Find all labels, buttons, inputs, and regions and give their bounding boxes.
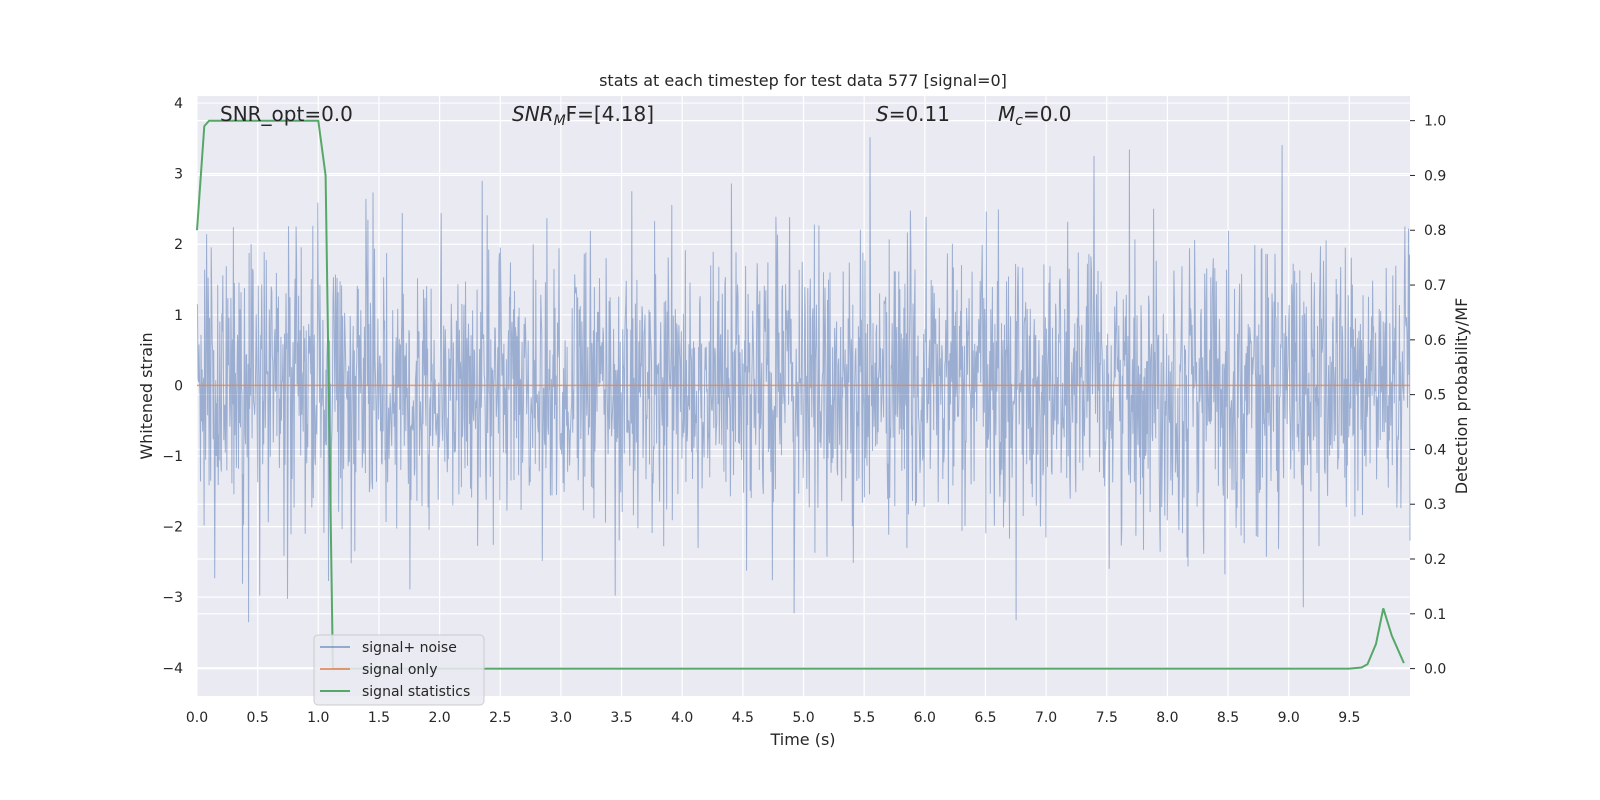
annotation-snr-mf-name: SNR [512,102,554,126]
y-left-tick-label: 1 [174,308,183,324]
annotation-snr-mf-rest: F=[4.18] [566,102,654,126]
y-right-axis-ticks: 1.0 0.9 0.8 0.7 0.6 0.5 0.4 0.3 0.2 0.1 0.0 [1410,114,1446,678]
x-tick-label: 9.5 [1338,710,1360,726]
x-tick-label: 4.0 [671,710,693,726]
y-right-tick-label: 1.0 [1424,114,1446,130]
legend-box [313,634,485,706]
y-right-tick-label: 0.0 [1424,662,1446,678]
y-right-tick-label: 0.9 [1424,168,1446,184]
y-right-tick-label: 0.5 [1424,388,1446,404]
x-tick-label: 6.0 [914,710,936,726]
annotation-mc-name: M [998,102,1015,126]
annotation-mc-rest: =0.0 [1023,102,1072,126]
annotation-s-name: S [876,102,889,126]
y-right-tick-label: 0.3 [1424,497,1446,513]
y-left-tick-label: −3 [162,590,183,606]
y-right-tick-label: 0.2 [1424,552,1446,568]
x-tick-label: 9.0 [1278,710,1300,726]
y-left-tick-label: −4 [162,661,183,677]
x-tick-label: 6.5 [974,710,996,726]
y-right-tick-label: 0.1 [1424,607,1446,623]
y-left-tick-label: −1 [162,449,183,465]
y-left-tick-label: 4 [174,96,183,112]
y-left-tick-label: 0 [174,378,183,394]
annotation-snr-opt: SNR_opt=0.0 [220,102,353,126]
x-axis-label: Time (s) [769,730,835,749]
x-axis-ticks: 0.0 0.5 1.0 1.5 2.0 2.5 3.0 3.5 4.0 4.5 5.0 5.5 6.0 6… [186,710,1361,726]
x-tick-label: 4.5 [732,710,754,726]
y-right-tick-label: 0.8 [1424,223,1446,239]
x-tick-label: 3.0 [550,710,572,726]
x-tick-label: 5.0 [792,710,814,726]
legend-label-noise: signal+ noise [362,640,457,656]
y-right-tick-label: 0.4 [1424,442,1446,458]
x-tick-label: 2.5 [489,710,511,726]
x-tick-label: 1.0 [307,710,329,726]
x-tick-label: 2.0 [428,710,450,726]
y-right-axis-label: Detection probability/MF [1452,298,1471,495]
annotation-mc: Mc=0.0 [998,102,1072,129]
x-tick-label: 7.0 [1035,710,1057,726]
annotation-s: S=0.11 [876,102,950,126]
annotation-s-rest: =0.11 [889,102,950,126]
y-left-tick-label: −2 [162,520,183,536]
x-tick-label: 3.5 [610,710,632,726]
y-left-axis-ticks: 4 3 2 1 0 −1 −2 −3 −4 [162,96,183,677]
x-tick-label: 8.5 [1217,710,1239,726]
x-tick-label: 5.5 [853,710,875,726]
y-left-tick-label: 2 [174,237,183,253]
annotation-snr-mf-sub: M [554,113,566,129]
y-right-tick-label: 0.7 [1424,278,1446,294]
legend-label-signal: signal only [362,662,437,678]
x-tick-label: 8.0 [1156,710,1178,726]
legend-label-stats: signal statistics [362,684,470,700]
annotation-snr-mf: SNRMF=[4.18] [512,102,654,129]
y-right-tick-label: 0.6 [1424,333,1446,349]
y-left-tick-label: 3 [174,167,183,183]
x-tick-label: 1.5 [368,710,390,726]
x-tick-label: 0.5 [247,710,269,726]
annotation-mc-sub: c [1015,113,1023,129]
series-signal-noise [196,137,1411,623]
series-noise-path [196,137,1411,623]
x-tick-label: 0.0 [186,710,208,726]
x-tick-label: 7.5 [1096,710,1118,726]
y-left-axis-label: Whitened strain [137,332,156,459]
chart-title: stats at each timestep for test data 577… [599,71,1007,90]
legend: signal+ noise signal only signal statist… [313,634,485,706]
